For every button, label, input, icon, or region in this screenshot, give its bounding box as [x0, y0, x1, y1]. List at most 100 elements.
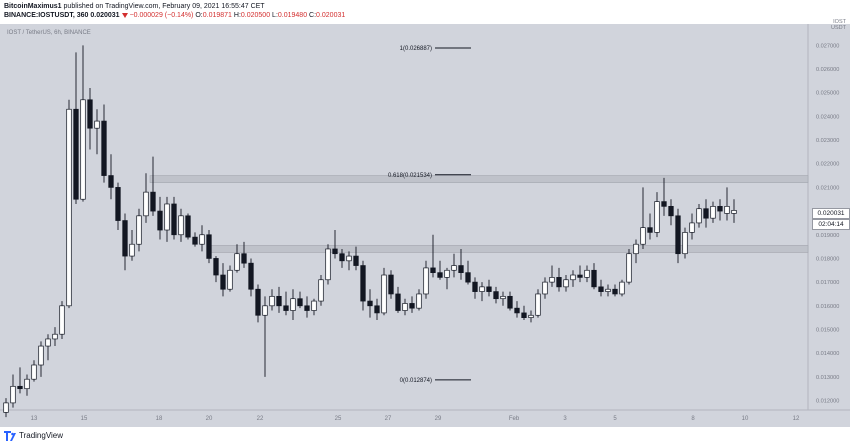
publish-info: published on TradingView.com, February 0…	[63, 3, 265, 10]
candle-body	[619, 281, 625, 295]
symbol-label: BINANCE:IOSTUSDT, 360	[4, 12, 89, 19]
candle-body	[402, 303, 408, 311]
candle-body	[129, 243, 135, 257]
candle-body	[577, 274, 583, 278]
candle-body	[514, 307, 520, 314]
candle-body	[171, 203, 177, 236]
price-tick-label: 0.019000	[816, 233, 839, 239]
price-tick-label: 0.025000	[816, 91, 839, 97]
candle-body	[3, 402, 9, 413]
candle-body	[255, 288, 261, 316]
candle-body	[101, 120, 107, 176]
candle-body	[381, 274, 387, 314]
candle-body	[220, 274, 226, 290]
candle-body	[591, 269, 597, 288]
candle-body	[122, 220, 128, 257]
candle-body	[143, 191, 149, 217]
candle-body	[640, 227, 646, 245]
candle-body	[661, 201, 667, 207]
candle-body	[94, 120, 100, 129]
time-tick-label: 3	[563, 416, 567, 422]
time-tick-label: 10	[742, 416, 749, 422]
time-tick-label: 8	[691, 416, 695, 422]
time-scale[interactable]	[0, 410, 850, 427]
candle-body	[444, 269, 450, 278]
time-tick-label: Feb	[509, 416, 520, 422]
candle-body	[52, 333, 58, 340]
candle-body	[647, 227, 653, 233]
candle-body	[521, 312, 527, 318]
candle-body	[507, 295, 513, 309]
candle-body	[318, 279, 324, 302]
candle-body	[262, 305, 268, 316]
candle-body	[311, 300, 317, 311]
candle-body	[31, 364, 37, 380]
candle-body	[108, 175, 114, 188]
price-tick-label: 0.016000	[816, 304, 839, 310]
price-tick-label: 0.013000	[816, 375, 839, 381]
symbol-line: BINANCE:IOSTUSDT, 360 0.020031 −0.000029 …	[4, 12, 345, 19]
candle-body	[563, 279, 569, 288]
candle-body	[430, 267, 436, 274]
candle-body	[353, 255, 359, 266]
price-tick-label: 0.024000	[816, 114, 839, 120]
candle-body	[304, 305, 310, 311]
low-label: L:	[272, 12, 278, 19]
time-tick-label: 29	[435, 416, 442, 422]
candle-body	[234, 253, 240, 271]
candle-body	[73, 108, 79, 200]
time-tick-label: 15	[81, 416, 88, 422]
fib-level-label: 0(0.012874)	[400, 378, 432, 384]
candle-body	[689, 222, 695, 233]
candle-body	[115, 187, 121, 221]
last-price: 0.020031	[90, 12, 120, 19]
candle-body	[374, 305, 380, 314]
price-tick-label: 0.015000	[816, 327, 839, 333]
candle-body	[598, 286, 604, 292]
candle-body	[395, 293, 401, 311]
candle-body	[696, 208, 702, 224]
candle-body	[570, 274, 576, 281]
candle-body	[66, 108, 72, 307]
low-value: 0.019480	[277, 12, 308, 19]
bar-countdown-tag: 02:04:14	[812, 219, 850, 230]
candle-body	[423, 267, 429, 295]
candle-body	[157, 210, 163, 231]
resistance-zone	[149, 175, 809, 183]
candle-body	[17, 385, 23, 390]
price-change: −0.000029 (−0.14%)	[129, 12, 194, 19]
candle-body	[346, 255, 352, 262]
price-scale-currency: IOST USDT	[831, 19, 846, 31]
candle-body	[731, 210, 737, 214]
candle-body	[192, 236, 198, 245]
candle-body	[703, 208, 709, 219]
candle-body	[227, 269, 233, 290]
candle-body	[675, 215, 681, 255]
candle-body	[682, 232, 688, 255]
tradingview-brand[interactable]: TradingView	[19, 431, 64, 440]
price-tick-label: 0.023000	[816, 138, 839, 144]
candle-body	[409, 303, 415, 309]
time-tick-label: 12	[793, 416, 800, 422]
candle-body	[87, 99, 93, 129]
candle-body	[458, 265, 464, 274]
candle-body	[633, 243, 639, 255]
high-label: H:	[233, 12, 241, 19]
candle-body	[10, 385, 16, 404]
last-price-tag: 0.020031	[812, 208, 850, 219]
price-tick-label: 0.026000	[816, 67, 839, 73]
candle-body	[24, 378, 30, 390]
candle-body	[535, 293, 541, 316]
time-tick-label: 20	[206, 416, 213, 422]
chart-plot-area[interactable]	[0, 24, 808, 410]
candle-body	[360, 265, 366, 302]
candle-body	[556, 277, 562, 288]
price-tick-label: 0.021000	[816, 185, 839, 191]
support-zone	[207, 245, 809, 253]
close-value: 0.020031	[316, 12, 346, 19]
author-name[interactable]: BitcoinMaximus1	[4, 3, 62, 10]
candle-body	[241, 253, 247, 264]
candle-body	[717, 205, 723, 212]
down-arrow-icon	[121, 12, 128, 18]
